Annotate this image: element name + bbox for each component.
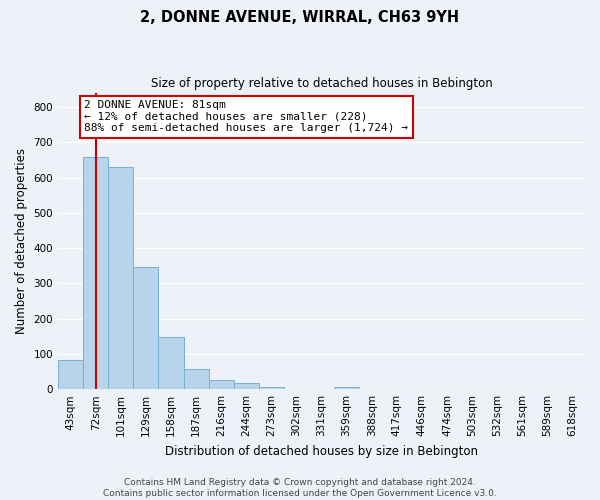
Bar <box>108 167 133 389</box>
Bar <box>158 337 184 389</box>
Bar <box>83 156 108 389</box>
Bar <box>58 360 83 389</box>
Bar <box>184 369 209 389</box>
Bar <box>259 386 284 389</box>
Bar <box>133 266 158 389</box>
Text: 2, DONNE AVENUE, WIRRAL, CH63 9YH: 2, DONNE AVENUE, WIRRAL, CH63 9YH <box>140 10 460 25</box>
Text: 2 DONNE AVENUE: 81sqm
← 12% of detached houses are smaller (228)
88% of semi-det: 2 DONNE AVENUE: 81sqm ← 12% of detached … <box>85 100 409 134</box>
Title: Size of property relative to detached houses in Bebington: Size of property relative to detached ho… <box>151 78 493 90</box>
Bar <box>233 383 259 389</box>
Text: Contains HM Land Registry data © Crown copyright and database right 2024.
Contai: Contains HM Land Registry data © Crown c… <box>103 478 497 498</box>
Bar <box>334 387 359 389</box>
Y-axis label: Number of detached properties: Number of detached properties <box>15 148 28 334</box>
X-axis label: Distribution of detached houses by size in Bebington: Distribution of detached houses by size … <box>165 444 478 458</box>
Bar <box>209 380 233 389</box>
